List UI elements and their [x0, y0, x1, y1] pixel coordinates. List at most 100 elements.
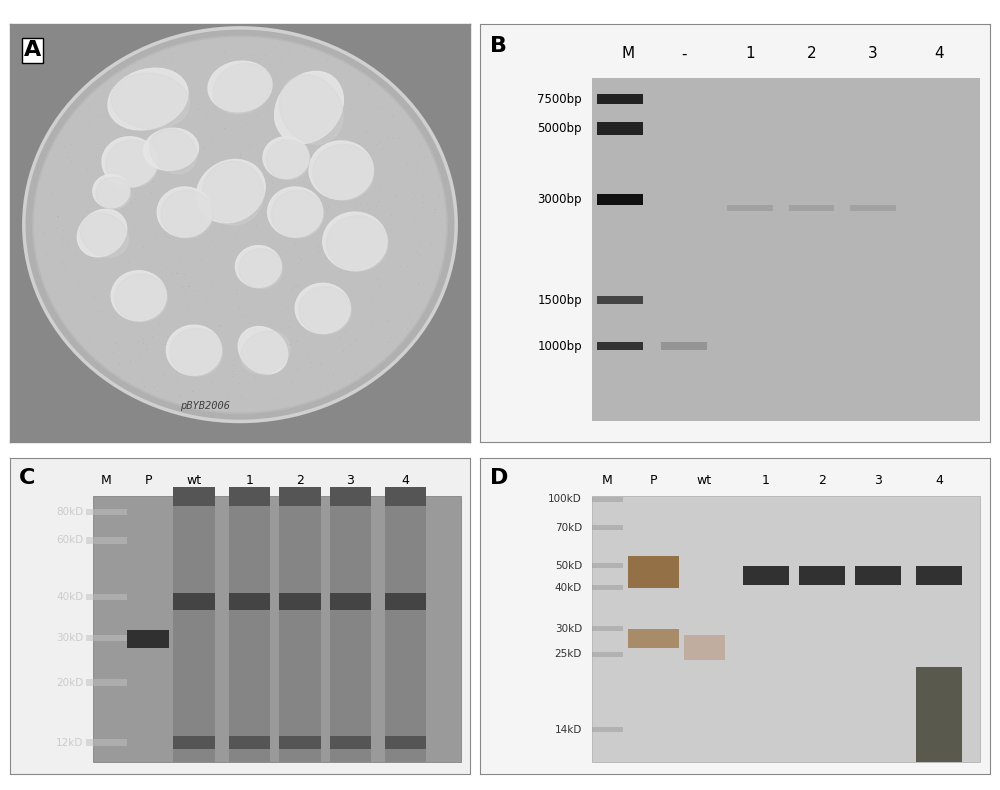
Bar: [385, 592, 426, 610]
Ellipse shape: [235, 246, 281, 288]
Text: 12kD: 12kD: [56, 738, 84, 747]
Bar: [727, 205, 773, 211]
Bar: [628, 629, 679, 648]
Ellipse shape: [196, 160, 265, 223]
Bar: [916, 566, 962, 585]
Bar: [799, 566, 845, 585]
Text: wt: wt: [186, 474, 202, 487]
Ellipse shape: [275, 71, 343, 144]
Text: 100kD: 100kD: [548, 495, 582, 504]
Bar: [86, 739, 127, 746]
Bar: [628, 556, 679, 588]
Text: 1500bp: 1500bp: [537, 294, 582, 307]
Bar: [592, 728, 623, 732]
Bar: [279, 736, 320, 749]
Ellipse shape: [279, 75, 343, 145]
Ellipse shape: [238, 326, 288, 374]
Text: wt: wt: [697, 474, 712, 487]
Text: A: A: [24, 40, 41, 61]
Bar: [592, 652, 623, 656]
Ellipse shape: [108, 68, 188, 130]
Bar: [330, 487, 371, 506]
Bar: [173, 487, 215, 506]
Ellipse shape: [295, 284, 350, 333]
Ellipse shape: [144, 128, 198, 171]
Text: 3000bp: 3000bp: [538, 193, 582, 206]
Bar: [86, 679, 127, 686]
Bar: [330, 592, 371, 610]
Bar: [86, 635, 127, 641]
Bar: [173, 592, 215, 610]
Bar: [385, 487, 426, 506]
Bar: [855, 566, 901, 585]
Bar: [743, 566, 789, 585]
Text: 4: 4: [402, 474, 410, 487]
Bar: [279, 496, 320, 762]
Text: 3: 3: [868, 47, 878, 62]
Text: 40kD: 40kD: [555, 583, 582, 592]
Text: 4: 4: [934, 47, 944, 62]
Bar: [279, 592, 320, 610]
Bar: [86, 509, 127, 515]
Ellipse shape: [93, 175, 130, 208]
Ellipse shape: [102, 137, 157, 187]
Bar: [592, 78, 980, 422]
Text: B: B: [490, 36, 507, 56]
Ellipse shape: [313, 145, 374, 200]
Bar: [661, 342, 707, 350]
Text: P: P: [650, 474, 657, 487]
Bar: [592, 585, 623, 590]
Bar: [597, 342, 643, 350]
Ellipse shape: [161, 190, 213, 238]
Bar: [592, 563, 623, 568]
Bar: [597, 295, 643, 304]
Circle shape: [24, 28, 456, 422]
Text: 2: 2: [807, 47, 816, 62]
Text: D: D: [490, 468, 509, 487]
Text: 5000bp: 5000bp: [538, 122, 582, 135]
Bar: [597, 122, 643, 134]
Ellipse shape: [239, 249, 283, 288]
Ellipse shape: [208, 61, 272, 112]
Ellipse shape: [266, 140, 310, 179]
Text: -: -: [681, 47, 687, 62]
Text: M: M: [602, 474, 613, 487]
Ellipse shape: [157, 187, 212, 237]
Text: 50kD: 50kD: [555, 561, 582, 570]
Ellipse shape: [80, 213, 128, 258]
Text: P: P: [144, 474, 152, 487]
Text: 30kD: 30kD: [56, 634, 84, 643]
Text: 3: 3: [874, 474, 882, 487]
Ellipse shape: [268, 187, 323, 237]
Ellipse shape: [166, 325, 222, 375]
Bar: [592, 626, 623, 631]
Bar: [916, 667, 962, 762]
Ellipse shape: [203, 161, 264, 225]
Text: 14kD: 14kD: [555, 725, 582, 735]
Ellipse shape: [241, 331, 290, 374]
Bar: [592, 525, 623, 530]
Text: 4: 4: [935, 474, 943, 487]
Bar: [592, 497, 623, 502]
Text: 1: 1: [762, 474, 770, 487]
Text: 40kD: 40kD: [56, 592, 84, 602]
Bar: [229, 592, 270, 610]
Ellipse shape: [150, 129, 197, 174]
Text: 3: 3: [346, 474, 354, 487]
Text: 80kD: 80kD: [56, 507, 84, 517]
Bar: [385, 496, 426, 762]
Bar: [850, 205, 896, 211]
Bar: [93, 496, 461, 762]
Ellipse shape: [115, 274, 167, 322]
Ellipse shape: [327, 216, 388, 271]
Circle shape: [33, 36, 447, 413]
Bar: [592, 496, 980, 762]
Text: 2: 2: [818, 474, 826, 487]
Text: 20kD: 20kD: [56, 678, 84, 687]
Bar: [789, 205, 834, 211]
Ellipse shape: [170, 329, 223, 376]
Ellipse shape: [213, 63, 271, 114]
Text: M: M: [621, 47, 634, 62]
Text: 1: 1: [245, 474, 253, 487]
Text: pBYB2006: pBYB2006: [180, 401, 230, 411]
